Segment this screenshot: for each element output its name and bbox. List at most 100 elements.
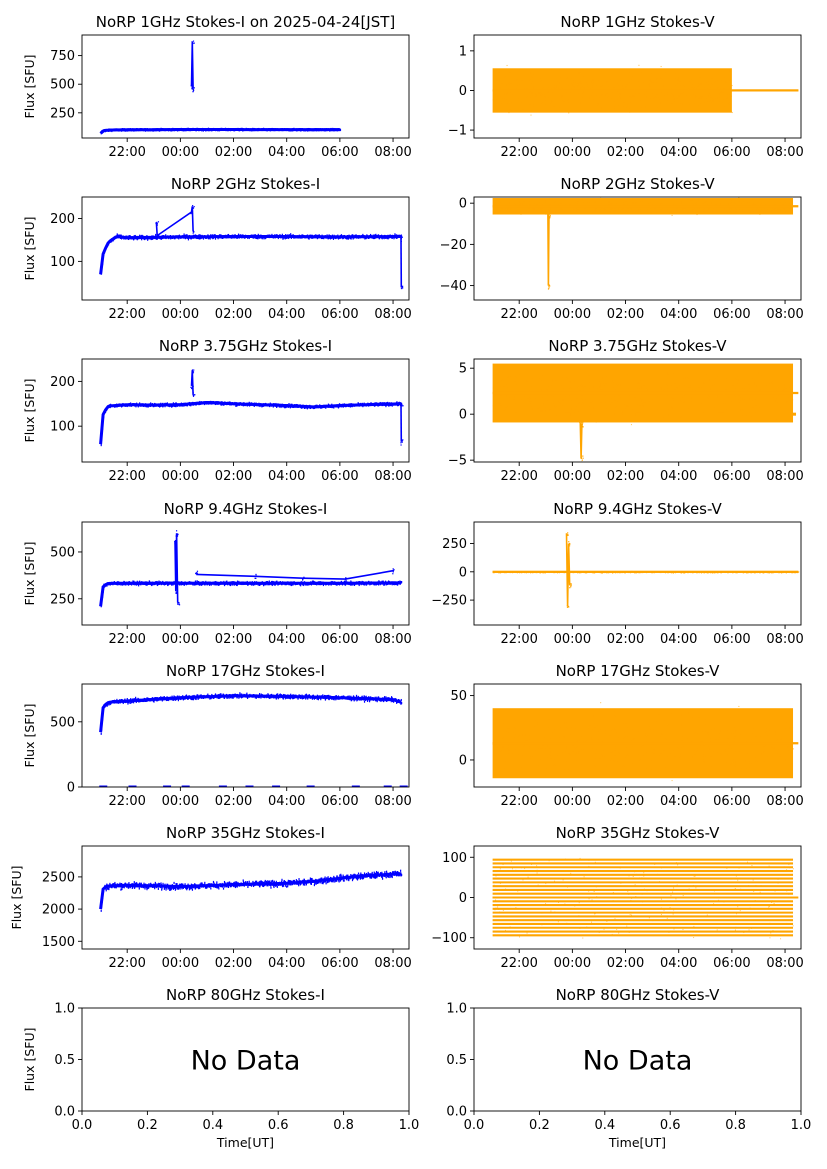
data-point [723, 209, 725, 211]
data-point [540, 102, 543, 104]
data-point [625, 85, 627, 87]
data-point [594, 209, 596, 211]
data-point [776, 397, 778, 399]
data-point [606, 386, 608, 388]
data-point [402, 439, 404, 441]
data-point [506, 84, 508, 86]
data-point [637, 388, 639, 390]
data-point [738, 394, 740, 396]
data-point [711, 97, 713, 99]
data-point [518, 98, 520, 100]
data-point [694, 390, 696, 392]
data-point [308, 237, 310, 240]
data-point [496, 202, 498, 204]
data-point [504, 207, 506, 209]
data-point [606, 390, 608, 392]
data-point [648, 87, 650, 89]
data-point [593, 407, 595, 409]
data-point [684, 368, 686, 370]
data-point [521, 398, 523, 400]
data-point [192, 232, 194, 234]
data-point [789, 387, 791, 389]
data-point [576, 397, 579, 399]
data-point [506, 399, 508, 401]
data-point [683, 394, 685, 396]
data-point [505, 93, 507, 96]
data-point [576, 87, 578, 89]
data-point [707, 401, 709, 403]
data-point [688, 408, 690, 410]
data-point [606, 93, 608, 95]
data-point [637, 397, 639, 399]
data-point [728, 207, 730, 209]
data-point [508, 112, 510, 114]
data-point [598, 84, 600, 86]
data-point [647, 203, 649, 205]
data-point [632, 210, 634, 213]
data-point [791, 402, 793, 404]
data-point [611, 92, 613, 94]
data-point [646, 99, 648, 101]
data-point [139, 234, 141, 237]
data-point [672, 398, 674, 400]
data-point [598, 102, 600, 104]
data-point [563, 398, 565, 400]
data-point [515, 91, 517, 93]
data-point [739, 409, 741, 411]
series-burst [190, 370, 194, 395]
data-point [777, 394, 779, 397]
data-point [696, 202, 698, 205]
data-point [712, 101, 714, 103]
data-point [582, 96, 585, 98]
data-point [192, 394, 194, 396]
data-point [191, 208, 193, 211]
panel-title: NoRP 2GHz Stokes-I [171, 175, 320, 193]
data-point [607, 201, 609, 203]
data-point [628, 394, 630, 396]
data-point [673, 87, 675, 89]
data-point [507, 405, 509, 407]
data-point [648, 202, 651, 204]
data-point [506, 209, 508, 211]
data-point [604, 92, 606, 94]
data-point [705, 82, 707, 84]
data-point [695, 400, 697, 402]
data-point [572, 84, 574, 86]
data-point [607, 382, 609, 384]
data-point [507, 105, 509, 107]
data-point [728, 99, 730, 101]
data-point [742, 378, 744, 380]
data-point [690, 107, 692, 110]
data-point [525, 391, 527, 393]
data-point [757, 405, 759, 407]
data-point [788, 386, 790, 388]
data-point [581, 92, 583, 94]
data-point [628, 210, 630, 212]
data-point [705, 203, 707, 205]
data-point [558, 398, 560, 400]
data-point [504, 99, 506, 101]
data-point [654, 96, 656, 98]
data-point [551, 407, 553, 409]
data-point [712, 99, 714, 102]
data-point [719, 101, 721, 103]
data-point [552, 91, 554, 93]
data-point [540, 386, 542, 388]
data-point [667, 387, 669, 389]
data-point [680, 79, 682, 81]
data-point [698, 386, 700, 388]
data-point [565, 203, 568, 205]
data-point [523, 200, 525, 202]
data-point [630, 207, 632, 209]
data-point [615, 406, 617, 408]
data-point [666, 100, 668, 102]
data-point [506, 384, 508, 386]
data-point [678, 99, 680, 101]
data-point [655, 81, 658, 83]
data-point [713, 401, 715, 403]
data-point [660, 386, 662, 389]
data-point [634, 94, 636, 97]
data-point [625, 374, 628, 376]
data-point [659, 98, 661, 100]
data-point [533, 207, 535, 209]
